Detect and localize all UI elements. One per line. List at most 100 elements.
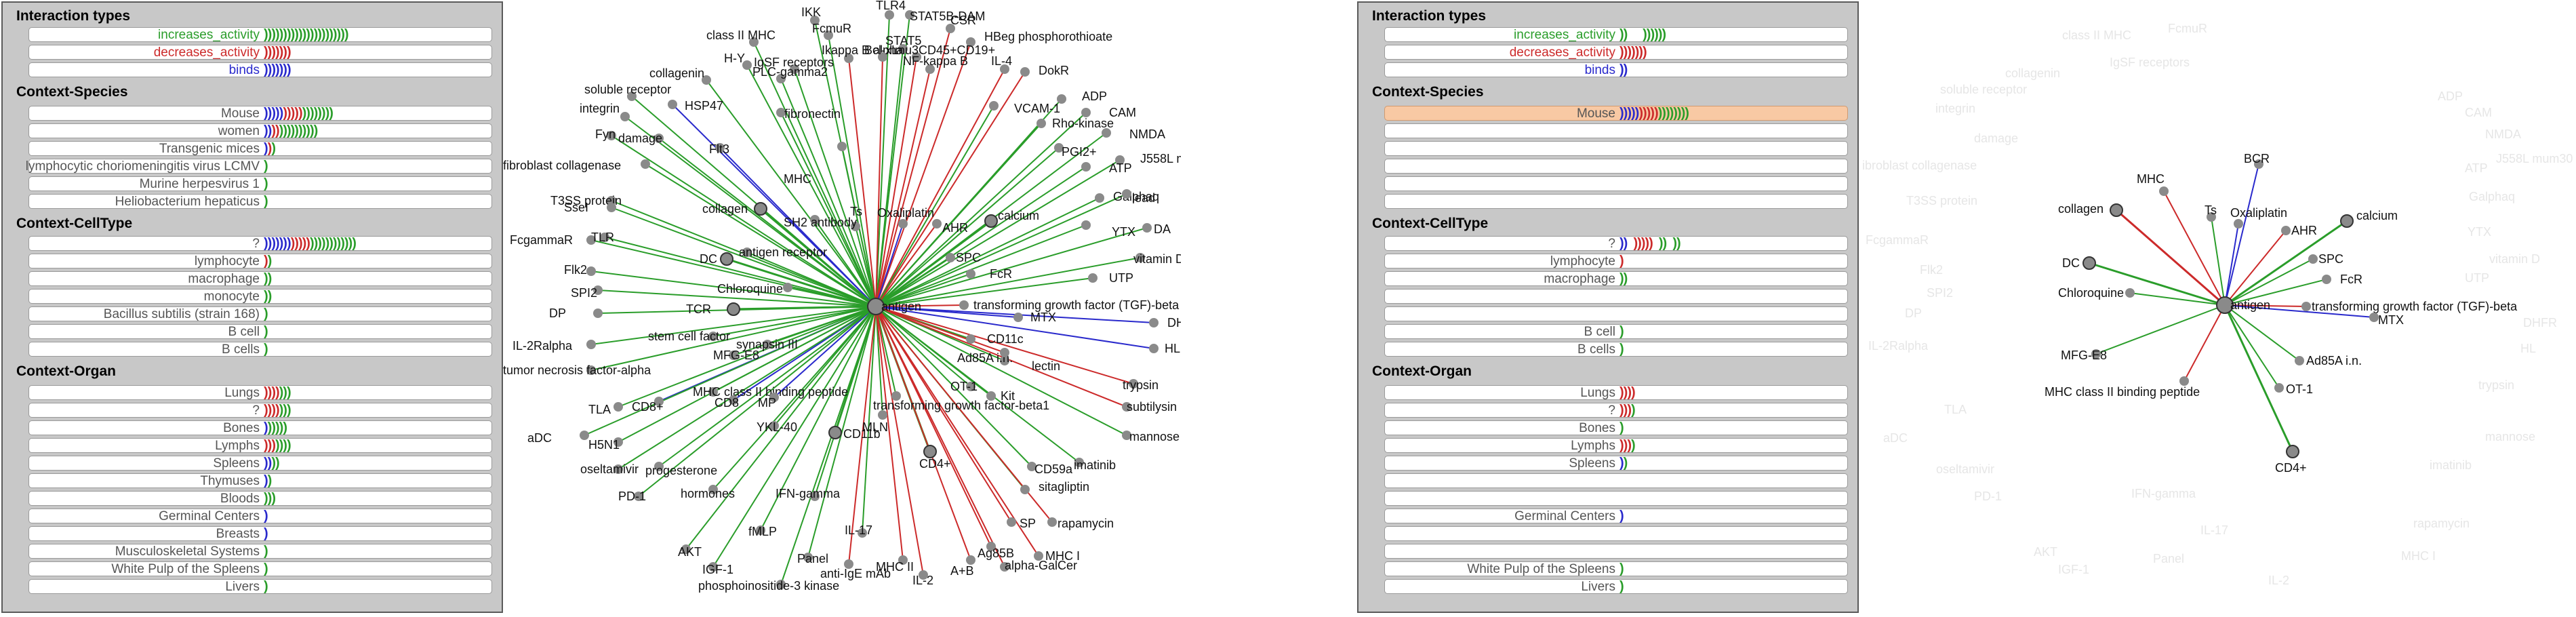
node-calcium[interactable] [984,214,998,228]
node-dc[interactable] [720,252,733,266]
node-oxaliplatin[interactable] [898,219,908,228]
node-h-y[interactable] [742,60,752,70]
filter-row-bones[interactable]: Bones) [1384,420,1848,435]
node-tla[interactable] [613,402,623,412]
node-t3ss-protein[interactable] [607,196,616,205]
node-csr[interactable] [946,24,955,33]
node-da[interactable] [1142,223,1152,233]
node-igsf-receptors[interactable] [790,64,799,74]
node-center-antigen[interactable] [867,298,885,315]
node-stat5b-dam[interactable] [905,10,914,20]
node-ahr[interactable] [2281,226,2291,235]
filter-row-germinal-centers[interactable]: Germinal Centers) [1384,509,1848,523]
node-mu3cd45-cd19[interactable] [912,52,921,62]
filter-row-macrophage[interactable]: macrophage)) [28,271,492,286]
filter-row-blank[interactable] [1384,194,1848,209]
node-il-2ralpha[interactable] [586,340,596,349]
node-akt[interactable] [681,544,691,554]
node-spc[interactable] [2308,254,2318,264]
filter-row-blank[interactable]: ?)) ))))) )) )) [1384,236,1848,251]
node-dp[interactable] [593,308,603,318]
node-cd4[interactable] [923,445,937,458]
filter-row-b-cell[interactable]: B cell) [1384,324,1848,339]
node-rapamycin[interactable] [1047,517,1057,527]
node-a-b[interactable] [966,555,975,565]
node-cd11c[interactable] [966,334,975,344]
node-phosphoinositide-3-kinase[interactable] [776,580,786,589]
filter-row-breasts[interactable]: Breasts) [28,526,492,541]
filter-row-decreases-activity[interactable]: decreases_activity))))))) [28,45,492,60]
filter-row-germinal-centers[interactable]: Germinal Centers) [28,509,492,523]
filter-row-b-cells[interactable]: B cells) [1384,342,1848,357]
node-cam[interactable] [1081,108,1091,117]
filter-row-mouse[interactable]: Mouse)))))))))))))))))) [28,106,492,121]
node-galphaq[interactable] [1095,193,1104,203]
filter-row-b-cells[interactable]: B cells) [28,342,492,357]
node-rho-kinase[interactable] [1037,119,1046,128]
node-cd59a[interactable] [1027,462,1037,471]
node-mhc-class-ii-binding-peptide[interactable] [708,387,718,397]
node-atp[interactable] [1081,162,1091,172]
network-graph-left[interactable]: IKK TLR4 STAT5B-DAM class II MHC FcmuR CSR HBe… [503,0,1181,617]
node-mhc[interactable] [2159,186,2169,196]
node-hormones[interactable] [708,485,718,494]
node-tcr[interactable] [727,302,740,316]
filter-row-transgenic-mices[interactable]: Transgenic mices))) [28,141,492,156]
node-mtx[interactable] [2369,313,2379,322]
node-kit[interactable] [986,391,996,401]
node-tumor-necrosis-factor-alpha[interactable] [586,365,596,375]
node-flk2[interactable] [586,266,596,276]
node-mln[interactable] [878,410,887,420]
filter-row-blank[interactable] [1384,159,1848,174]
node-ad85a-i-n[interactable] [2295,356,2304,365]
node-adp[interactable] [1057,94,1066,104]
filter-row-lungs[interactable]: Lungs))))))) [28,385,492,400]
node-fcmur[interactable] [824,31,833,40]
node-tlr4[interactable] [885,10,894,20]
filter-row-blank[interactable]: ?))))))) [28,403,492,418]
node-ts[interactable] [851,222,860,231]
node-dhfr[interactable] [1149,318,1159,327]
node-spc[interactable] [946,253,955,262]
filter-row-lymphs[interactable]: Lymphs))))))) [28,438,492,453]
filter-row-lymphocyte[interactable]: lymphocyte) [1384,254,1848,268]
node-ad85a-i-n[interactable] [1000,356,1009,365]
filter-row-blank[interactable] [1384,544,1848,559]
filter-row-blank[interactable] [1384,141,1848,156]
node-imatinib[interactable] [1074,458,1084,467]
node-collagenin[interactable] [702,75,711,85]
filter-row-spleens[interactable]: Spleens)) [1384,456,1848,471]
filter-row-blank[interactable] [1384,123,1848,138]
node-flt3[interactable] [715,143,725,153]
node-oxaliplatin[interactable] [2234,219,2243,228]
node-progesterone[interactable] [654,462,664,471]
node-stem-cell-factor[interactable] [708,332,718,341]
filter-row-lymphocytic-choriomeningitis-virus-lcmv[interactable]: lymphocytic choriomeningitis virus LCMV) [26,159,492,174]
node-collagen[interactable] [2110,203,2123,217]
node-antigen-receptor[interactable] [742,247,752,257]
filter-row-bacillus-subtilis-strain-168[interactable]: Bacillus subtilis (strain 168)) [28,306,492,321]
node-mhc-class-ii-binding-peptide[interactable] [2179,376,2189,386]
node-fyn[interactable] [607,131,616,140]
node-ot-1[interactable] [2274,383,2284,393]
filter-row-increases-activity[interactable]: increases_activity)) )))))) [1384,27,1848,42]
node-cd11b[interactable] [828,426,842,439]
node-j558l-mum30[interactable] [1115,155,1125,165]
node-dc[interactable] [2082,256,2096,270]
node-bcr[interactable] [2254,159,2263,169]
node-transforming-growth-factor-tgf-beta[interactable] [959,300,969,310]
filter-row-heliobacterium-hepaticus[interactable]: Heliobacterium hepaticus) [28,194,492,209]
node-fcr[interactable] [966,269,975,279]
node-lectin[interactable] [1000,348,1009,357]
node-stat5[interactable] [898,44,908,54]
filter-row-lungs[interactable]: Lungs)))) [1384,385,1848,400]
node-sitagliptin[interactable] [1020,485,1030,494]
node-dokr[interactable] [1020,67,1030,77]
node-calcium[interactable] [2340,214,2354,228]
node-ssei[interactable] [607,203,616,212]
filter-row-blank[interactable]: ?)))))))))))))))))))))))) [28,236,492,251]
node-chloroquine[interactable] [2125,288,2135,298]
node-pgi2[interactable] [1054,143,1064,153]
network-graph-right[interactable]: class II MHC FcmuR IgSF receptors soluble r… [1863,0,2575,617]
node-ytx[interactable] [1081,220,1091,230]
